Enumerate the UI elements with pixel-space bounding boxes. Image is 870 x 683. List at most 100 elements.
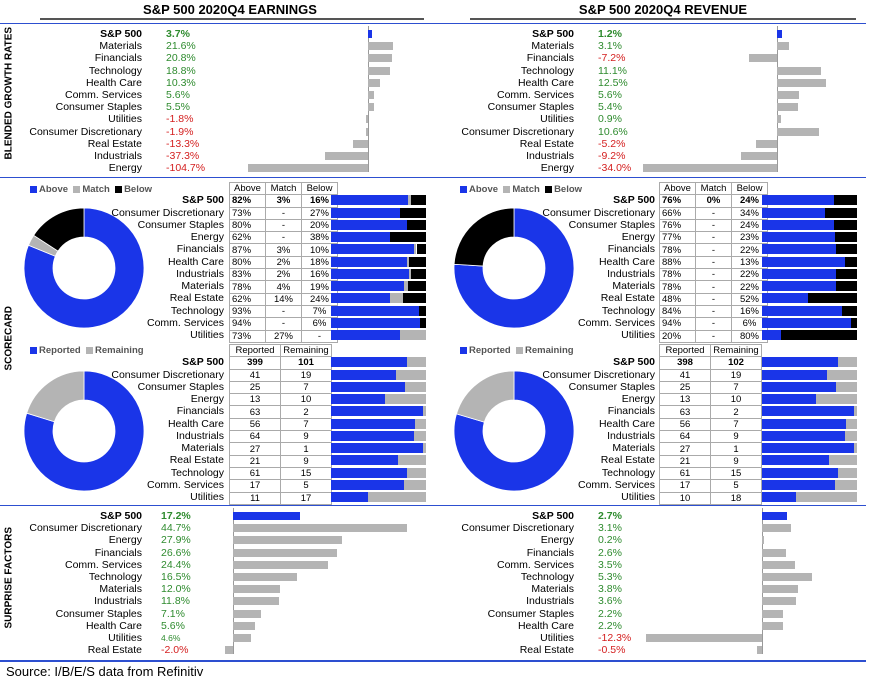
- bar-real-estate: [756, 139, 777, 148]
- category-label-financials: Financials: [607, 405, 655, 418]
- table-cell: 41: [229, 368, 281, 382]
- value-label-energy: -34.0%: [598, 162, 632, 175]
- stacked-segment-real-estate: [389, 293, 404, 304]
- legend-swatch-reported: [460, 346, 467, 354]
- scorecard-table: Above Match Below 76% 0% 24% 66% -34% 76% -24% 77%…: [659, 181, 768, 343]
- category-label-financials: Financials: [176, 243, 224, 256]
- table-cell: -: [265, 317, 302, 331]
- category-label-consumer-staples: Consumer Staples: [55, 101, 142, 114]
- table-cell: 66%: [659, 206, 696, 220]
- category-label-comm-services: Comm. Services: [577, 316, 655, 329]
- table-cell: 7: [710, 380, 762, 395]
- category-label-energy: Energy: [108, 162, 142, 175]
- bar-comm-services: [762, 560, 795, 569]
- table-cell: 0%: [695, 194, 732, 208]
- category-label-sp-500: S&P 500: [532, 28, 574, 40]
- table-row: 27 1: [229, 442, 332, 456]
- table-cell: 14%: [265, 292, 302, 306]
- value-label-consumer-discretionary: -1.9%: [166, 125, 194, 138]
- bar-sp-500: [777, 30, 782, 38]
- category-label-industrials: Industrials: [607, 267, 655, 280]
- stacked-segment-industrials: [331, 268, 410, 279]
- section-label-scorecard: SCORECARD: [3, 306, 15, 371]
- category-label-industrials: Industrials: [607, 429, 655, 442]
- value-label-utilities: 4.6%: [161, 633, 181, 643]
- table-cell: -: [265, 218, 302, 233]
- stacked-segment-consumer-staples: [331, 381, 406, 392]
- table-cell: 27: [229, 442, 281, 456]
- value-label-health-care: 12.5%: [598, 76, 628, 89]
- category-label-real-estate: Real Estate: [600, 292, 655, 305]
- stacked-segment-energy: [835, 232, 857, 242]
- value-label-technology: 16.5%: [161, 571, 191, 583]
- category-label-industrials: Industrials: [176, 267, 224, 280]
- revenue-reported-legend: Reported Remaining: [460, 345, 574, 356]
- bar-sp-500: [368, 30, 373, 38]
- value-label-consumer-staples: 7.1%: [161, 607, 185, 620]
- stacked-segment-real-estate: [762, 455, 829, 466]
- category-label-comm-services: Comm. Services: [146, 316, 224, 329]
- stacked-segment-consumer-discretionary: [331, 207, 401, 218]
- column-header: Below: [731, 181, 768, 196]
- table-cell: 93%: [229, 304, 266, 319]
- value-label-real-estate: -0.5%: [598, 644, 626, 657]
- category-label-health-care: Health Care: [167, 255, 224, 268]
- value-label-real-estate: -2.0%: [161, 644, 189, 657]
- table-row: 17 5: [659, 479, 762, 493]
- legend-below: Below: [124, 184, 153, 195]
- category-label-utilities: Utilities: [190, 329, 224, 341]
- value-label-industrials: 3.6%: [598, 595, 622, 608]
- stacked-segment-financials: [836, 244, 857, 255]
- scorecard-table: Reported Remaining 398 102 41 19 25 7 13 10 63 2 56 7…: [659, 343, 762, 505]
- earnings-reported-legend: Reported Remaining: [30, 345, 144, 356]
- table-cell: 76%: [659, 218, 696, 233]
- table-row: 76% -24%: [659, 218, 768, 233]
- table-cell: -: [265, 231, 302, 245]
- table-row: 10 18: [659, 491, 762, 505]
- table-cell: 87%: [229, 243, 266, 257]
- earnings-header-rule: [40, 18, 424, 20]
- stacked-segment-health-care: [415, 418, 426, 429]
- table-row: 78% 4% 19%: [229, 280, 338, 294]
- bar-technology: [777, 66, 821, 75]
- stacked-segment-financials: [854, 406, 857, 417]
- revenue-header-rule: [470, 18, 856, 20]
- stacked-segment-sp-500: [762, 357, 838, 368]
- stacked-segment-industrials: [762, 268, 837, 279]
- value-label-industrials: -9.2%: [598, 150, 626, 162]
- table-cell: -: [265, 304, 302, 319]
- section-rule: [0, 177, 866, 178]
- category-label-financials: Financials: [176, 405, 224, 418]
- slice-above: [453, 207, 575, 329]
- table-row: 66% -34%: [659, 206, 768, 220]
- category-label-technology: Technology: [520, 64, 574, 77]
- value-label-financials: 2.6%: [598, 546, 622, 559]
- stacked-segment-consumer-discretionary: [395, 369, 426, 380]
- table-row: 13 10: [229, 393, 332, 407]
- table-row: 64 9: [659, 430, 762, 444]
- bar-utilities: [777, 115, 781, 124]
- table-cell: 4%: [265, 280, 302, 294]
- table-cell: 7: [710, 417, 762, 432]
- value-label-health-care: 10.3%: [166, 76, 196, 89]
- legend-swatch-below: [545, 185, 553, 193]
- value-label-energy: -104.7%: [166, 162, 206, 175]
- table-row: 87% 3% 10%: [229, 243, 338, 257]
- category-label-energy: Energy: [621, 231, 655, 243]
- table-row: 398 102: [659, 356, 762, 370]
- stacked-segment-comm-services: [331, 317, 421, 328]
- table-row: 94% -6%: [659, 317, 768, 331]
- table-cell: 17: [229, 479, 281, 493]
- table-cell: -: [695, 268, 732, 282]
- earnings-reported-donut: [23, 370, 145, 492]
- table-cell: 1: [280, 442, 332, 456]
- bar-health-care: [368, 78, 380, 87]
- stacked-segment-materials: [408, 281, 426, 291]
- stacked-segment-real-estate: [331, 293, 390, 304]
- stacked-segment-consumer-discretionary: [400, 207, 426, 218]
- table-cell: 13: [229, 393, 281, 407]
- value-label-energy: 0.2%: [598, 534, 622, 547]
- table-row: 399 101: [229, 356, 332, 370]
- bar-utilities: [365, 115, 368, 124]
- legend-swatch-above: [30, 185, 37, 193]
